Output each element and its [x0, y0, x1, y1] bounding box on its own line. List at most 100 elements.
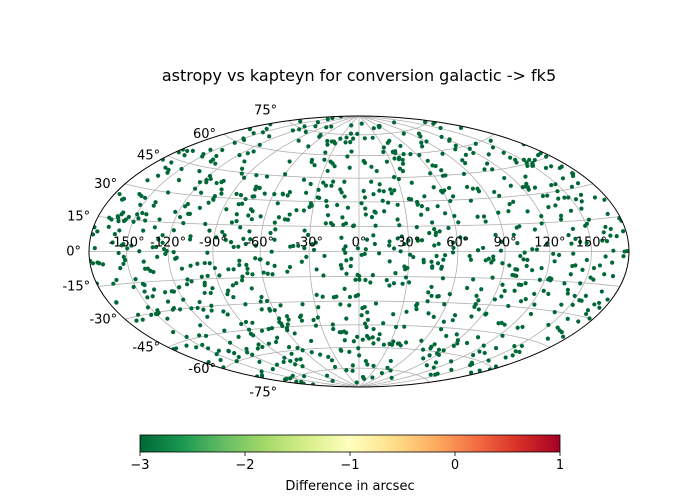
data-point: [306, 144, 311, 149]
data-point: [425, 158, 430, 163]
data-point: [190, 148, 195, 153]
data-point: [433, 230, 439, 235]
data-point: [203, 333, 209, 339]
data-point: [193, 186, 198, 191]
data-point: [334, 294, 339, 299]
data-point: [427, 230, 432, 236]
data-point: [452, 213, 457, 219]
data-point: [285, 322, 290, 327]
data-point: [359, 313, 364, 318]
data-point: [280, 192, 285, 197]
data-point: [417, 152, 422, 158]
data-point: [339, 190, 344, 195]
data-point: [551, 251, 556, 256]
data-point: [282, 377, 288, 382]
data-point: [347, 165, 352, 170]
data-point: [584, 221, 590, 226]
data-point: [451, 245, 456, 250]
data-point: [340, 215, 345, 220]
data-point: [415, 238, 421, 243]
data-point: [426, 311, 431, 316]
data-point: [507, 202, 512, 207]
data-point: [118, 266, 123, 271]
data-point: [121, 254, 126, 259]
data-point: [324, 204, 330, 209]
data-point: [424, 363, 429, 368]
lon-tick-label: -150°: [109, 236, 145, 251]
data-point: [400, 169, 406, 174]
lat-tick-label: -60°: [188, 362, 216, 377]
data-point: [238, 193, 244, 198]
data-point: [296, 138, 301, 143]
data-point: [250, 209, 255, 214]
data-point: [275, 335, 280, 340]
data-point: [525, 257, 530, 262]
data-point: [151, 269, 156, 275]
data-point: [432, 342, 437, 347]
data-point: [610, 260, 615, 265]
data-point: [201, 307, 206, 312]
data-point: [455, 341, 460, 346]
data-point: [234, 219, 239, 224]
data-point: [121, 261, 126, 266]
data-point: [404, 309, 409, 314]
data-point: [214, 235, 219, 240]
data-point: [486, 152, 491, 157]
data-point: [303, 129, 308, 135]
data-point: [107, 215, 112, 220]
data-point: [179, 166, 184, 172]
data-point: [471, 150, 476, 156]
data-point: [597, 305, 602, 310]
data-point: [440, 151, 445, 156]
lon-tick-label: -30°: [295, 236, 323, 251]
data-point: [299, 318, 305, 323]
data-point: [324, 198, 329, 204]
data-point: [117, 228, 122, 233]
data-point: [292, 362, 298, 367]
data-point: [576, 319, 581, 324]
data-point: [461, 171, 467, 177]
data-point: [254, 184, 259, 189]
data-point: [320, 294, 325, 299]
data-point: [555, 325, 560, 330]
data-point: [511, 199, 516, 204]
data-point: [369, 215, 375, 220]
data-point: [112, 231, 117, 237]
data-point: [424, 139, 429, 144]
data-point: [407, 252, 413, 257]
data-point: [428, 372, 433, 377]
data-point: [202, 283, 207, 288]
data-point: [261, 270, 266, 275]
data-point: [282, 355, 287, 360]
data-point: [444, 333, 449, 339]
data-point: [376, 337, 381, 342]
data-point: [438, 327, 444, 332]
data-point: [363, 247, 368, 252]
data-point: [239, 278, 245, 283]
data-point: [490, 275, 495, 280]
data-point: [552, 309, 557, 315]
sky-map: -150° -120° -90° -60° -30° 0° 30° 60° 90° 120° 150…: [62, 104, 630, 400]
data-point: [197, 180, 203, 185]
data-point: [568, 272, 573, 277]
data-point: [165, 170, 170, 175]
data-point: [350, 363, 355, 368]
data-point: [370, 135, 375, 140]
data-point: [350, 136, 356, 141]
data-point: [145, 178, 150, 183]
data-point: [207, 228, 212, 233]
data-point: [369, 164, 374, 169]
data-point: [584, 240, 589, 246]
data-point: [129, 243, 134, 248]
data-point: [544, 154, 549, 159]
data-point: [299, 379, 304, 384]
data-point: [274, 362, 280, 367]
data-point: [483, 219, 488, 224]
data-point: [431, 185, 436, 190]
data-point: [453, 147, 458, 152]
data-point: [188, 263, 193, 268]
lat-tick-label: 60°: [193, 127, 216, 142]
data-point: [400, 281, 405, 286]
data-point: [208, 290, 213, 296]
